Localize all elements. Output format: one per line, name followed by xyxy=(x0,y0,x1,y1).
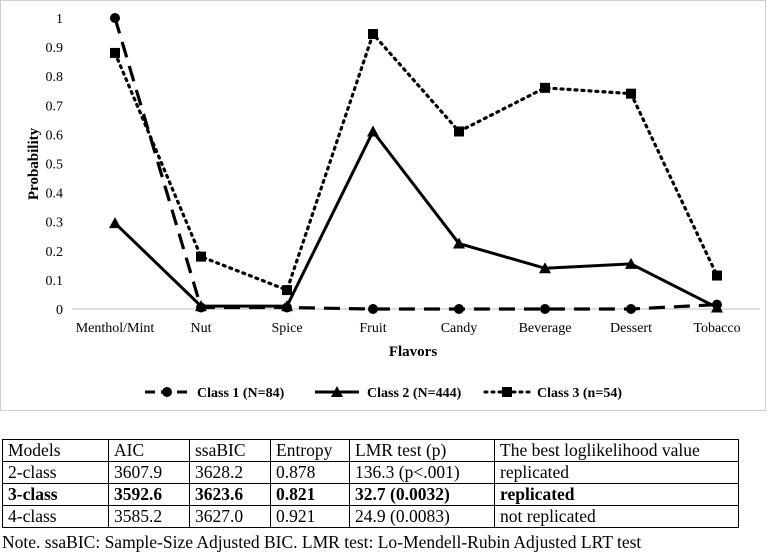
x-tick-label: Candy xyxy=(441,321,478,336)
table-cell: 0.821 xyxy=(270,483,350,506)
legend-label: Class 2 (N=444) xyxy=(367,386,462,401)
table-cell: 3628.2 xyxy=(189,461,271,484)
legend-item: Class 2 (N=444) xyxy=(315,386,462,401)
square-marker xyxy=(110,47,120,58)
table-row: 4-class 3585.2 3627.0 0.921 24.9 (0.0083… xyxy=(2,505,739,528)
square-marker xyxy=(196,251,206,262)
triangle-marker xyxy=(453,237,465,249)
circle-marker xyxy=(368,304,378,314)
triangle-marker xyxy=(109,217,121,229)
x-tick-label: Spice xyxy=(271,321,302,336)
circle-marker xyxy=(540,304,550,314)
y-tick-label: 0.7 xyxy=(46,99,64,114)
table-cell: 2-class xyxy=(2,461,109,484)
model-fit-table: Models AIC ssaBIC Entropy LMR test (p) T… xyxy=(2,439,739,528)
table-row: 2-class 3607.9 3628.2 0.878 136.3 (p<.00… xyxy=(2,461,739,484)
x-tick-label: Dessert xyxy=(610,321,652,336)
triangle-marker xyxy=(539,262,551,274)
legend: Class 1 (N=84) Class 2 (N=444) Class 3 (n=… xyxy=(145,386,622,401)
x-axis-label: Flavors xyxy=(389,344,437,360)
circle-marker xyxy=(110,13,120,23)
triangle-marker xyxy=(711,301,723,313)
table-cell: 24.9 (0.0083) xyxy=(349,505,495,528)
legend-label: Class 1 (N=84) xyxy=(197,386,285,401)
y-tick-label: 0.3 xyxy=(46,216,64,231)
table-cell: 3-class xyxy=(2,483,109,506)
circle-marker xyxy=(454,304,464,314)
x-tick-label: Fruit xyxy=(359,321,386,336)
y-tick-label: 0.5 xyxy=(46,158,64,173)
triangle-marker xyxy=(331,386,343,397)
table-header-cell: The best loglikelihood value xyxy=(494,439,739,462)
y-axis-label: Probability xyxy=(26,127,42,200)
circle-marker xyxy=(162,387,172,397)
x-tick-label: Menthol/Mint xyxy=(76,321,155,336)
line-chart: 0 0.1 0.2 0.3 0.4 0.5 0.6 0.7 0.8 0.9 1 Menthol/Min… xyxy=(26,12,760,401)
x-tick-label: Nut xyxy=(191,321,212,336)
table-header-cell: LMR test (p) xyxy=(349,439,495,462)
table-cell: 4-class xyxy=(2,505,109,528)
series-line xyxy=(113,30,719,293)
square-marker xyxy=(282,285,292,296)
axes: 0 0.1 0.2 0.3 0.4 0.5 0.6 0.7 0.8 0.9 1 Menthol/Min… xyxy=(46,12,760,336)
square-marker xyxy=(502,387,512,397)
square-marker xyxy=(626,88,636,99)
square-marker xyxy=(712,270,722,281)
square-marker xyxy=(454,126,464,137)
table-cell: 32.7 (0.0032) xyxy=(349,483,495,506)
table-note: Note. ssaBIC: Sample-Size Adjusted BIC. … xyxy=(2,532,642,552)
chart-frame xyxy=(0,0,766,411)
table-row: 3-class 3592.6 3623.6 0.821 32.7 (0.0032… xyxy=(2,483,739,506)
triangle-marker xyxy=(195,300,207,312)
table-cell: 3623.6 xyxy=(189,483,271,506)
y-tick-label: 0.8 xyxy=(46,70,64,85)
legend-label: Class 3 (n=54) xyxy=(537,386,622,401)
table-cell: replicated xyxy=(494,461,739,484)
square-marker xyxy=(540,82,550,93)
table-cell: 3592.6 xyxy=(108,483,190,506)
table-cell: 3585.2 xyxy=(108,505,190,528)
table-header-cell: ssaBIC xyxy=(189,439,271,462)
x-tick-label: Beverage xyxy=(519,321,572,336)
table-cell: 136.3 (p<.001) xyxy=(349,461,495,484)
circle-marker xyxy=(626,304,636,314)
series-lines xyxy=(109,13,723,314)
y-tick-label: 1 xyxy=(56,12,63,27)
y-tick-label: 0.4 xyxy=(46,187,64,202)
y-tick-label: 0.6 xyxy=(46,128,64,143)
square-marker xyxy=(368,29,378,40)
table-header-cell: Models xyxy=(2,439,109,462)
triangle-marker xyxy=(367,125,379,137)
legend-item: Class 1 (N=84) xyxy=(145,386,285,401)
series-3 xyxy=(110,29,722,296)
y-tick-label: 0.9 xyxy=(46,41,64,56)
triangle-marker xyxy=(281,300,293,312)
y-tick-label: 0 xyxy=(56,303,63,318)
table-cell: replicated xyxy=(494,483,739,506)
series-line xyxy=(113,128,718,309)
table-cell: 0.878 xyxy=(270,461,350,484)
table-cell: 3607.9 xyxy=(108,461,190,484)
table-header-cell: Entropy xyxy=(270,439,350,462)
series-2 xyxy=(109,125,723,313)
table-cell: 3627.0 xyxy=(189,505,271,528)
table-header-cell: AIC xyxy=(108,439,190,462)
y-tick-label: 0.2 xyxy=(46,245,64,260)
x-tick-label: Tobacco xyxy=(693,321,740,336)
y-tick-label: 0.1 xyxy=(46,274,64,289)
table-cell: not replicated xyxy=(494,505,739,528)
legend-item: Class 3 (n=54) xyxy=(483,386,622,401)
triangle-marker xyxy=(625,257,637,269)
table-header-row: Models AIC ssaBIC Entropy LMR test (p) T… xyxy=(2,439,739,462)
table-cell: 0.921 xyxy=(270,505,350,528)
